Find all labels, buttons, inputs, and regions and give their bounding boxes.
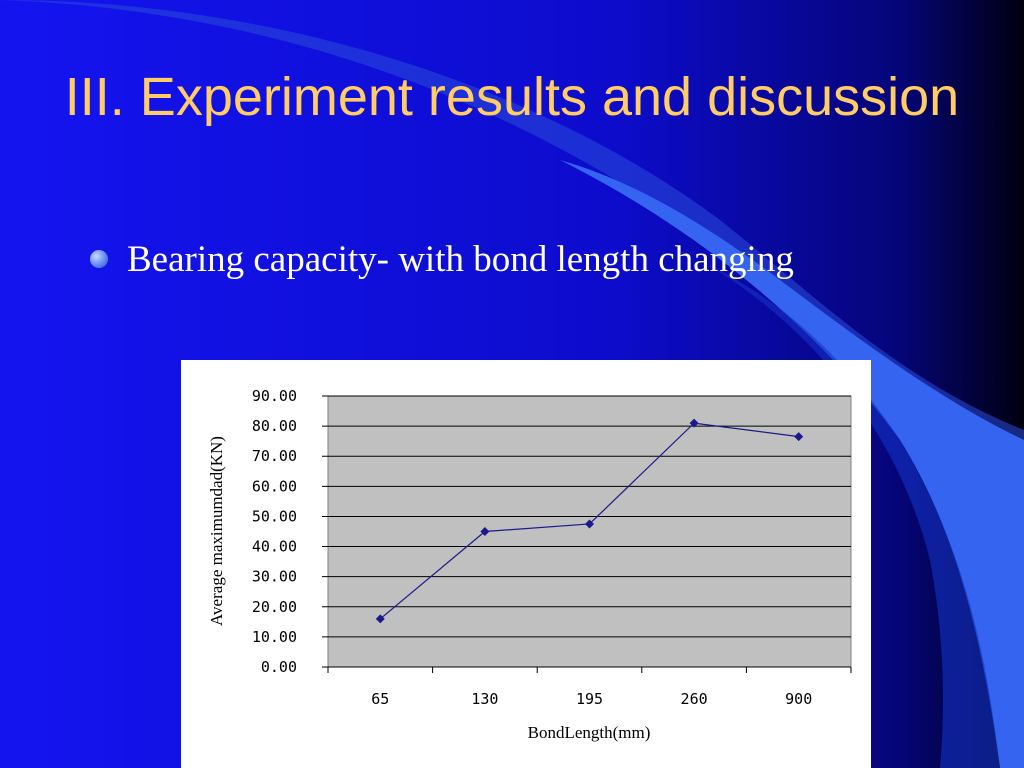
y-axis-label: Average maximumdad(KN) [207, 436, 226, 626]
y-tick-label: 90.00 [252, 387, 297, 405]
x-tick-label: 130 [471, 690, 498, 708]
y-tick-label: 20.00 [252, 598, 297, 616]
bullet-text: Bearing capacity- with bond length chang… [127, 239, 794, 280]
x-axis-label: BondLength(mm) [528, 723, 651, 742]
data-point-marker [480, 527, 490, 536]
y-tick-label: 50.00 [252, 507, 297, 525]
y-tick-label: 0.00 [261, 658, 297, 676]
x-tick-label: 260 [681, 690, 708, 708]
data-point-marker [585, 519, 594, 529]
y-tick-label: 10.00 [252, 628, 297, 646]
data-point-marker [794, 432, 804, 442]
data-point-marker [375, 614, 385, 624]
x-tick-label: 900 [785, 690, 812, 708]
plot-area [327, 395, 852, 668]
line-chart: 0.00 10.00 20.00 30.00 40.00 50.00 60.00 70.00 8… [207, 387, 852, 742]
y-tick-label: 60.00 [252, 477, 297, 495]
x-tick-label: 65 [371, 690, 389, 708]
slide-title: III. Experiment results and discussion [64, 67, 960, 127]
bullet-dot-icon [90, 250, 108, 268]
y-tick-label: 80.00 [252, 417, 297, 435]
y-tick-label: 40.00 [252, 538, 297, 556]
y-tick-label: 30.00 [252, 568, 297, 586]
y-tick-label: 70.00 [252, 447, 297, 465]
x-tick-label: 195 [576, 690, 603, 708]
chart-container: 0.00 10.00 20.00 30.00 40.00 50.00 60.00 70.00 8… [181, 360, 871, 768]
data-point-marker [689, 418, 699, 428]
